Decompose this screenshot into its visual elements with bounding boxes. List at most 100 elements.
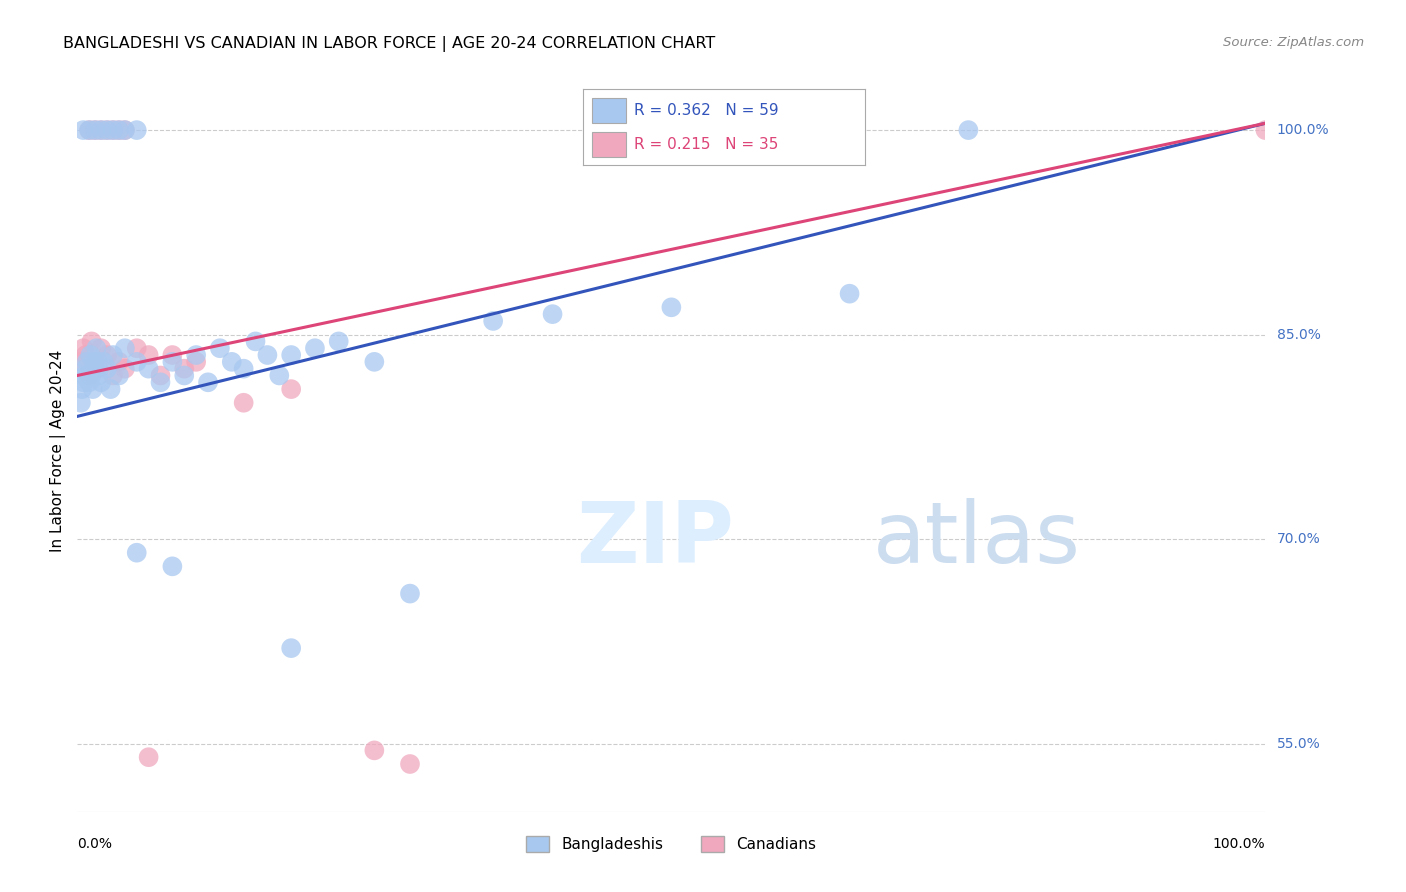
- Point: [84, 123, 107, 137]
- Point: [125, 123, 148, 137]
- Point: [363, 743, 385, 757]
- Point: [245, 334, 267, 349]
- Point: [162, 355, 184, 369]
- Point: [125, 546, 148, 560]
- Point: [173, 368, 195, 383]
- Text: 55.0%: 55.0%: [1277, 737, 1320, 750]
- Point: [75, 361, 97, 376]
- Point: [77, 368, 100, 383]
- Point: [280, 348, 302, 362]
- Point: [82, 382, 104, 396]
- Point: [87, 361, 110, 376]
- Point: [108, 368, 131, 383]
- Point: [77, 123, 100, 137]
- Point: [162, 559, 184, 574]
- Point: [100, 382, 122, 396]
- Point: [108, 355, 131, 369]
- Point: [72, 341, 94, 355]
- Point: [482, 314, 505, 328]
- Bar: [592, 132, 626, 157]
- Point: [96, 348, 118, 362]
- Point: [93, 355, 115, 369]
- Point: [86, 355, 108, 369]
- Point: [77, 368, 100, 383]
- Point: [108, 123, 131, 137]
- Point: [77, 376, 100, 390]
- Point: [70, 382, 93, 396]
- Point: [90, 341, 112, 355]
- Point: [101, 348, 124, 362]
- Point: [138, 348, 160, 362]
- Point: [79, 348, 101, 362]
- Point: [114, 123, 136, 137]
- Point: [280, 382, 302, 396]
- Point: [399, 757, 422, 772]
- Point: [304, 341, 326, 355]
- Point: [84, 361, 107, 376]
- Point: [661, 301, 683, 315]
- Point: [173, 361, 195, 376]
- Point: [399, 586, 422, 600]
- Point: [80, 368, 103, 383]
- Text: 100.0%: 100.0%: [1213, 837, 1265, 851]
- Point: [149, 368, 172, 383]
- Point: [73, 368, 96, 383]
- Point: [208, 341, 231, 355]
- Point: [101, 368, 124, 383]
- Text: Source: ZipAtlas.com: Source: ZipAtlas.com: [1223, 36, 1364, 49]
- Text: R = 0.362   N = 59: R = 0.362 N = 59: [634, 103, 779, 118]
- Point: [96, 361, 118, 376]
- Point: [70, 355, 93, 369]
- Point: [232, 361, 254, 376]
- Text: atlas: atlas: [873, 498, 1081, 581]
- Legend: Bangladeshis, Canadians: Bangladeshis, Canadians: [520, 830, 823, 858]
- Point: [84, 355, 107, 369]
- Point: [269, 368, 291, 383]
- Point: [114, 361, 136, 376]
- Point: [76, 355, 98, 369]
- Text: 0.0%: 0.0%: [77, 837, 112, 851]
- Text: ZIP: ZIP: [576, 498, 734, 581]
- Point: [96, 123, 118, 137]
- Bar: [592, 97, 626, 122]
- Point: [138, 750, 160, 764]
- Point: [149, 376, 172, 390]
- Point: [256, 348, 278, 362]
- Point: [541, 307, 564, 321]
- Point: [197, 376, 219, 390]
- Point: [90, 123, 112, 137]
- Point: [84, 123, 107, 137]
- Point: [96, 123, 118, 137]
- Point: [87, 368, 110, 383]
- Point: [90, 123, 112, 137]
- Point: [114, 123, 136, 137]
- Point: [108, 123, 131, 137]
- Point: [838, 286, 860, 301]
- Point: [86, 341, 108, 355]
- Point: [125, 341, 148, 355]
- Point: [77, 123, 100, 137]
- Y-axis label: In Labor Force | Age 20-24: In Labor Force | Age 20-24: [51, 350, 66, 551]
- Point: [75, 348, 97, 362]
- Text: 85.0%: 85.0%: [1277, 327, 1320, 342]
- Point: [280, 641, 302, 656]
- Point: [101, 123, 124, 137]
- Point: [125, 355, 148, 369]
- Point: [80, 334, 103, 349]
- Text: BANGLADESHI VS CANADIAN IN LABOR FORCE | AGE 20-24 CORRELATION CHART: BANGLADESHI VS CANADIAN IN LABOR FORCE |…: [63, 36, 716, 52]
- Text: 100.0%: 100.0%: [1277, 123, 1329, 137]
- Point: [72, 123, 94, 137]
- Point: [83, 355, 105, 369]
- Point: [1254, 123, 1277, 137]
- Point: [114, 341, 136, 355]
- Point: [186, 355, 208, 369]
- Point: [186, 348, 208, 362]
- Point: [957, 123, 980, 137]
- Text: R = 0.215   N = 35: R = 0.215 N = 35: [634, 136, 779, 152]
- Point: [328, 334, 350, 349]
- Point: [232, 396, 254, 410]
- Point: [363, 355, 385, 369]
- Text: 70.0%: 70.0%: [1277, 532, 1320, 546]
- Point: [90, 376, 112, 390]
- Point: [162, 348, 184, 362]
